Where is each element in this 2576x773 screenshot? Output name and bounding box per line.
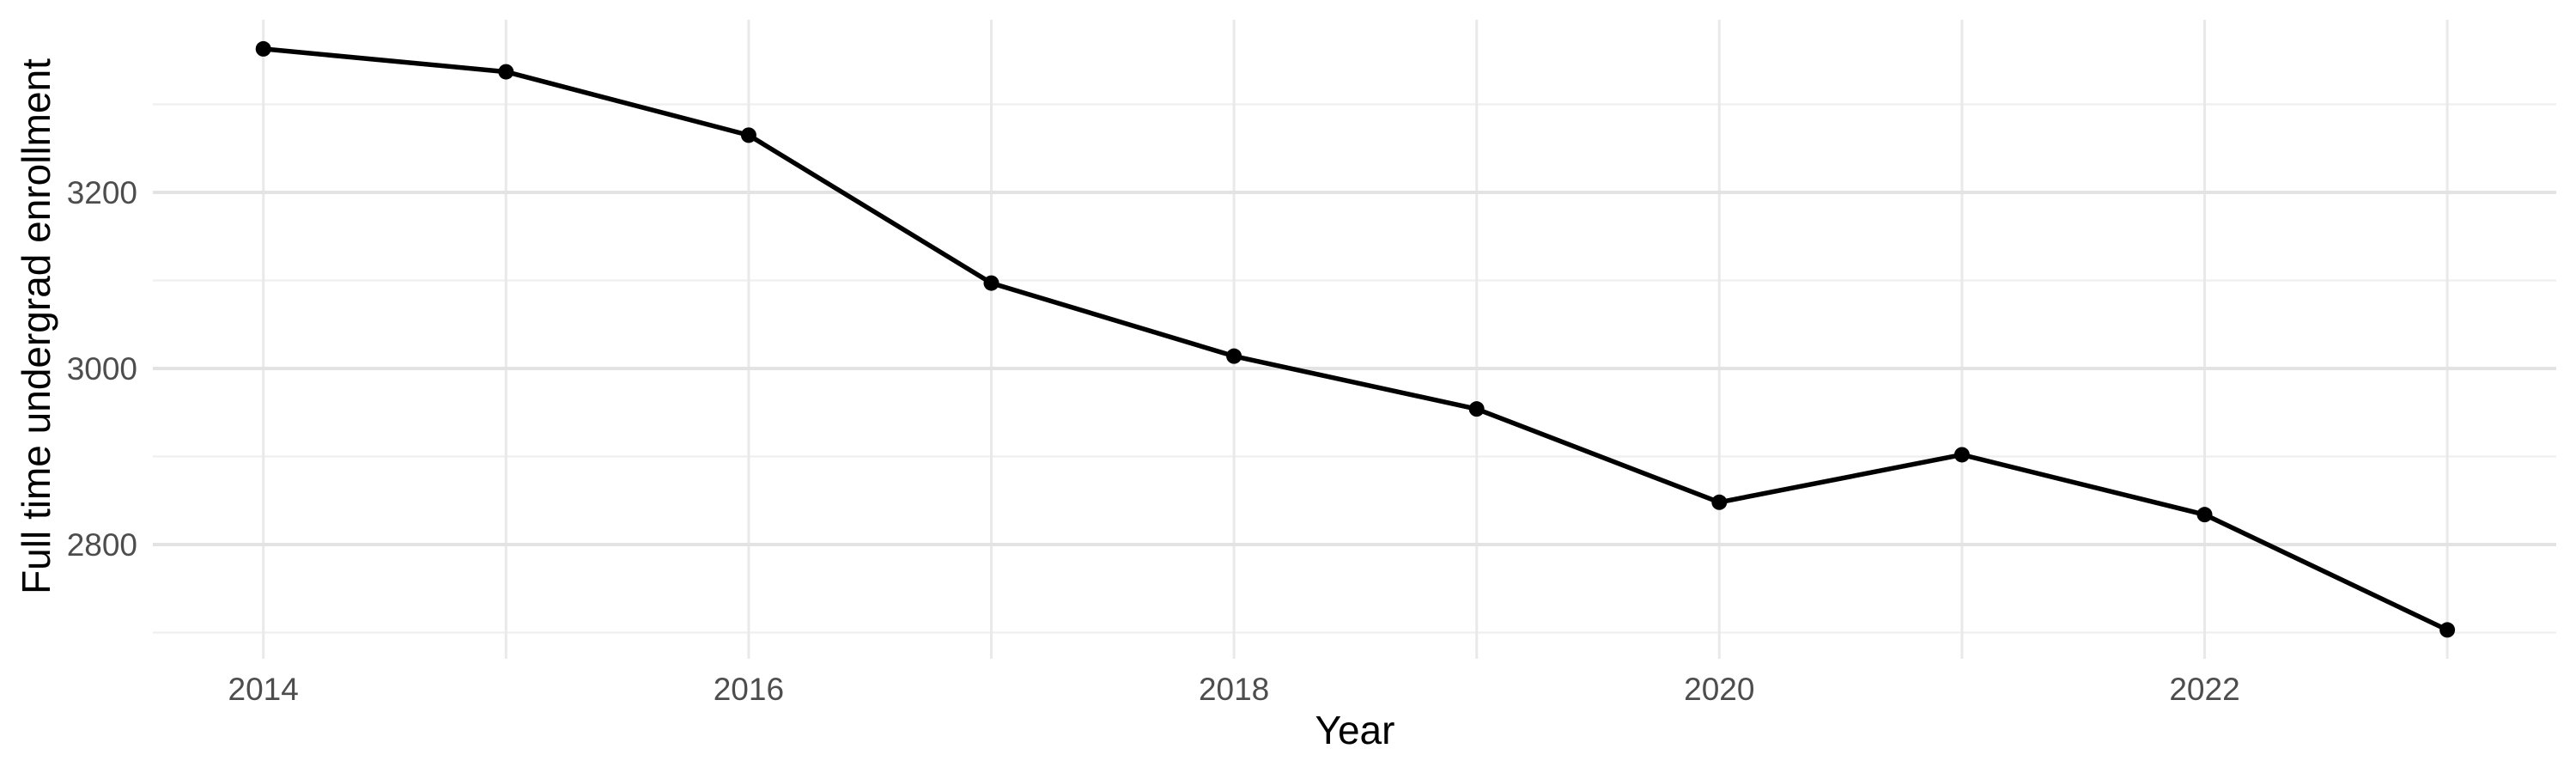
data-point bbox=[255, 40, 271, 57]
gridlines-minor bbox=[153, 103, 2556, 634]
data-point bbox=[983, 275, 999, 291]
data-point bbox=[1468, 401, 1485, 417]
gridlines-vertical bbox=[262, 20, 2449, 659]
y-tick-label: 2800 bbox=[67, 527, 137, 563]
x-tick-label: 2022 bbox=[2169, 672, 2239, 707]
x-tick-label: 2016 bbox=[714, 672, 784, 707]
x-tick-label: 2014 bbox=[228, 672, 299, 707]
series-group bbox=[255, 40, 2456, 638]
x-axis-title: Year bbox=[1315, 708, 1395, 752]
series-line bbox=[260, 46, 2450, 633]
data-point bbox=[1953, 447, 1970, 463]
data-point bbox=[1226, 348, 1242, 364]
x-tick-label: 2020 bbox=[1684, 672, 1754, 707]
y-axis-title: Full time undergrad enrollment bbox=[14, 58, 58, 594]
data-point bbox=[498, 64, 514, 80]
data-point bbox=[2196, 507, 2213, 523]
x-tick-label: 2018 bbox=[1199, 672, 1269, 707]
tick-labels: 2800 3000 3200 2014 2016 2018 2020 2022 bbox=[67, 175, 2240, 707]
data-point bbox=[740, 127, 756, 143]
y-tick-label: 3200 bbox=[67, 175, 137, 210]
gridlines-major bbox=[153, 191, 2556, 546]
data-point bbox=[1711, 494, 1728, 510]
data-point bbox=[2439, 622, 2456, 638]
y-tick-label: 3000 bbox=[67, 351, 137, 386]
